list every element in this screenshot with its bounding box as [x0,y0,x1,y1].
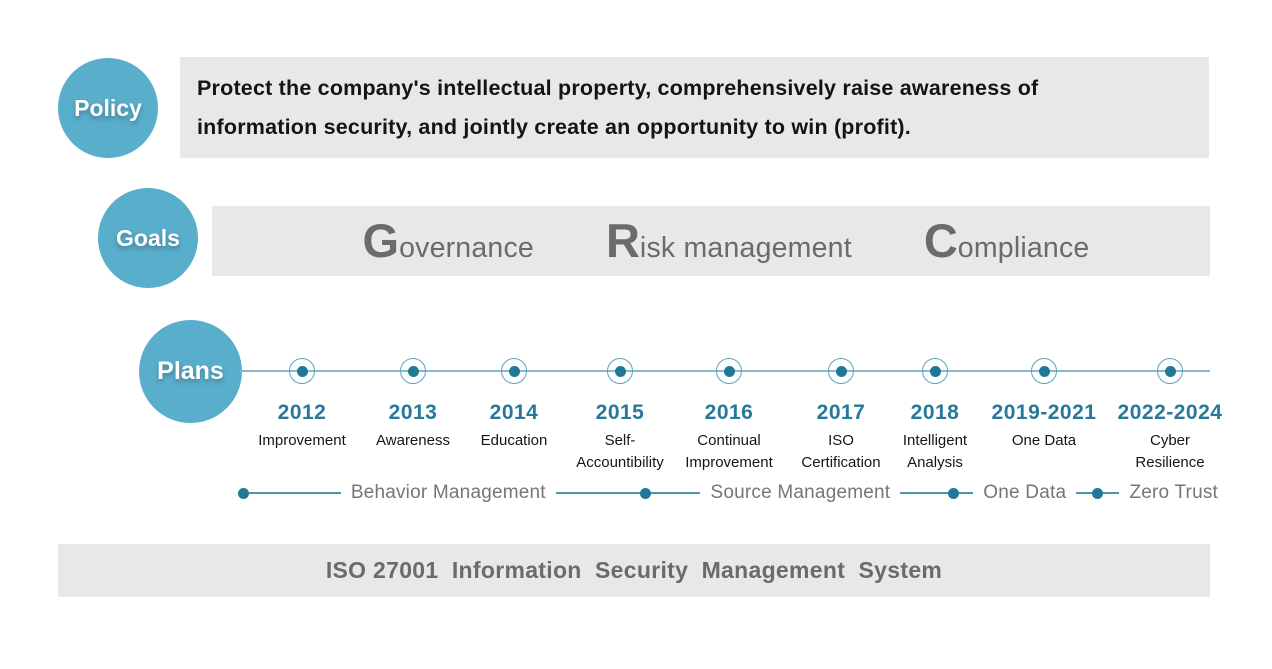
timeline-node-icon [607,358,633,384]
timeline-milestone-2017: 2017 ISO Certification [771,358,911,474]
timeline-dot-icon [614,365,626,377]
timeline-milestone-2012: 2012 Improvement [232,358,372,452]
goals-label: Goals [116,224,180,251]
policy-circle: Policy [58,58,158,158]
phase-line [651,492,701,494]
phase-label-zero-trust: Zero Trust [1129,482,1219,503]
milestone-label: Education [480,432,548,449]
milestone-label: One Data [1011,432,1077,449]
timeline-milestone-2015: 2015 Self- Accountibility [550,358,690,474]
goal-rest: ompliance [957,232,1090,264]
milestone-label: Cyber Resilience [1135,432,1205,471]
timeline-node-icon [716,358,742,384]
milestone-year: 2019-2021 [991,401,1097,424]
milestone-label: ISO Certification [801,432,881,471]
goal-rest: isk management [639,232,852,264]
footer-text: ISO 27001 Information Security Managemen… [325,557,943,583]
policy-label: Policy [74,94,142,121]
phase-line [958,492,974,494]
footer-bar: ISO 27001 Information Security Managemen… [58,544,1210,597]
phase-row: Behavior Management Source Management On… [238,481,1228,505]
milestone-year: 2012 [277,401,327,424]
milestone-year: 2016 [704,401,754,424]
policy-box: Protect the company's intellectual prope… [180,57,1209,158]
timeline-dot-icon [508,365,520,377]
plans-circle: Plans [139,320,242,423]
timeline-node-icon [400,358,426,384]
goal-initial: G [362,214,400,267]
goal-rest: overnance [399,232,534,264]
timeline-dot-icon [929,365,941,377]
phase-dot-icon [238,487,249,499]
phase-line [900,492,948,494]
timeline-node-icon [1031,358,1057,384]
phase-label-behavior-management: Behavior Management [350,482,546,503]
milestone-year: 2017 [816,401,866,424]
milestone-label: Intelligent Analysis [902,432,968,471]
phase-dot-icon [947,487,959,499]
timeline-node-icon [828,358,854,384]
goal-initial: C [923,214,958,267]
timeline-milestone-2019-2021: 2019-2021 One Data [974,358,1114,452]
goals-circle: Goals [98,188,198,288]
timeline-milestone-2022-2024: 2022-2024 Cyber Resilience [1100,358,1240,474]
timeline-milestone-2016: 2016 Continual Improvement [659,358,799,474]
timeline-milestone-2014: 2014 Education [444,358,584,452]
milestone-year: 2013 [388,401,438,424]
milestone-label: Self- Accountibility [576,432,664,471]
milestone-year: 2018 [910,401,960,424]
milestone-label: Improvement [258,432,346,449]
milestone-year: 2014 [489,401,539,424]
timeline-dot-icon [407,365,419,377]
timeline-dot-icon [835,365,847,377]
timeline-dot-icon [723,365,735,377]
phase-dot-icon [1092,487,1104,499]
phase-line [1076,492,1093,494]
timeline-node-icon [501,358,527,384]
milestone-year: 2015 [595,401,645,424]
phase-label-source-management: Source Management [710,482,891,503]
timeline-milestone-2013: 2013 Awareness [343,358,483,452]
phase-line [555,492,641,494]
policy-text: Protect the company's intellectual prope… [197,75,1039,139]
milestone-year: 2022-2024 [1117,401,1223,424]
phase-line [249,492,341,494]
timeline-dot-icon [1038,365,1050,377]
plans-label: Plans [157,357,224,385]
phase-label-one-data: One Data [983,482,1067,503]
timeline-dot-icon [1164,365,1176,377]
milestone-label: Continual Improvement [685,432,773,471]
timeline-node-icon [1157,358,1183,384]
timeline-node-icon [922,358,948,384]
goal-initial: R [605,214,640,267]
phase-dot-icon [640,487,652,499]
timeline-dot-icon [296,365,308,377]
milestone-label: Awareness [376,432,450,449]
phase-line [1103,492,1120,494]
timeline-node-icon [289,358,315,384]
timeline-milestone-2018: 2018 Intelligent Analysis [865,358,1005,474]
